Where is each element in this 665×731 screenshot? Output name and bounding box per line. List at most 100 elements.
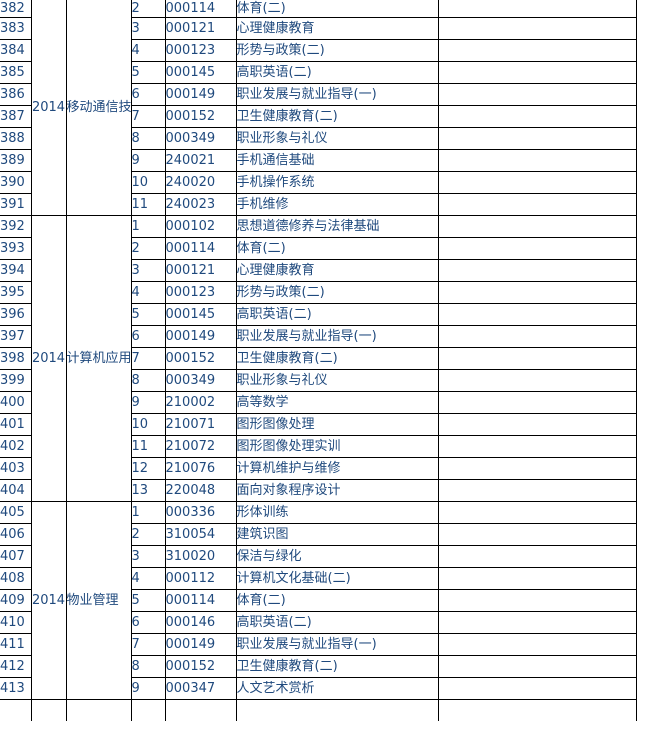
course-code-cell: 000149 (164, 324, 237, 348)
course-code-cell: 000347 (164, 676, 237, 700)
empty-cell (437, 434, 637, 458)
empty-cell (437, 390, 637, 414)
empty-cell (437, 478, 637, 502)
row-number-cell: 386 (0, 82, 32, 106)
year-cell: 2014 (30, 0, 67, 216)
seq-cell: 6 (130, 82, 166, 106)
empty-cell (437, 170, 637, 194)
empty-cell (437, 126, 637, 150)
row-number-cell: 391 (0, 192, 32, 216)
seq-cell: 9 (130, 676, 166, 700)
course-name-cell: 图形图像处理实训 (235, 434, 439, 458)
row-number-cell: 413 (0, 676, 32, 700)
seq-cell: 5 (130, 302, 166, 326)
empty-cell (437, 588, 637, 612)
course-code-cell: 220048 (164, 478, 237, 502)
course-code-cell: 000152 (164, 654, 237, 678)
row-number-cell: 387 (0, 104, 32, 128)
seq-cell: 7 (130, 346, 166, 370)
table-body: 3822014移动通信技术3+22000114体育(二)3833000121心理… (0, 0, 637, 721)
course-code-cell: 000336 (164, 500, 237, 524)
partial-row-cell (30, 698, 67, 721)
empty-cell (437, 544, 637, 568)
row-number-cell: 392 (0, 214, 32, 238)
course-code-cell: 000145 (164, 60, 237, 84)
row-number-cell: 383 (0, 16, 32, 40)
empty-cell (437, 412, 637, 436)
course-code-cell: 240020 (164, 170, 237, 194)
course-code-cell: 210071 (164, 412, 237, 436)
seq-cell: 4 (130, 566, 166, 590)
course-code-cell: 000149 (164, 82, 237, 106)
row-number-cell: 384 (0, 38, 32, 62)
program-cell: 计算机应用技术3+2 (65, 214, 132, 502)
course-name-cell: 面向对象程序设计 (235, 478, 439, 502)
table-row: 398 7 000152 卫生健康教育(二) (0, 346, 637, 370)
empty-cell (437, 676, 637, 700)
course-name-cell: 职业发展与就业指导(一) (235, 632, 439, 656)
course-schedule-table: 3822014移动通信技术3+22000114体育(二)3833000121心理… (0, 0, 637, 721)
course-code-cell: 000121 (164, 16, 237, 40)
course-name-cell: 职业形象与礼仪 (235, 126, 439, 150)
empty-cell (437, 16, 637, 40)
seq-cell: 8 (130, 654, 166, 678)
row-number-cell: 396 (0, 302, 32, 326)
row-number-cell: 395 (0, 280, 32, 304)
empty-cell (437, 654, 637, 678)
partial-row-cell (65, 698, 132, 721)
partial-row-cell (130, 698, 166, 721)
table-row: 404 13 220048 面向对象程序设计 (0, 478, 637, 502)
seq-cell: 11 (130, 192, 166, 216)
course-code-cell: 000152 (164, 346, 237, 370)
seq-cell: 11 (130, 434, 166, 458)
course-code-cell: 000114 (164, 0, 237, 18)
seq-cell: 4 (130, 280, 166, 304)
seq-cell: 10 (130, 170, 166, 194)
course-code-cell: 000121 (164, 258, 237, 282)
seq-cell: 2 (130, 0, 166, 18)
seq-cell: 5 (130, 60, 166, 84)
empty-cell (437, 522, 637, 546)
course-code-cell: 000349 (164, 368, 237, 392)
course-code-cell: 310054 (164, 522, 237, 546)
program-cell: 移动通信技术3+2 (65, 0, 132, 216)
course-name-cell: 职业发展与就业指导(一) (235, 324, 439, 348)
seq-cell: 2 (130, 522, 166, 546)
partial-row-cell (164, 698, 237, 721)
seq-cell: 1 (130, 214, 166, 238)
empty-cell (437, 324, 637, 348)
course-name-cell: 职业形象与礼仪 (235, 368, 439, 392)
course-code-cell: 240021 (164, 148, 237, 172)
seq-cell: 3 (130, 258, 166, 282)
course-code-cell: 240023 (164, 192, 237, 216)
row-number-cell: 399 (0, 368, 32, 392)
seq-cell: 8 (130, 126, 166, 150)
course-name-cell: 高职英语(二) (235, 302, 439, 326)
seq-cell: 9 (130, 390, 166, 414)
row-number-cell: 403 (0, 456, 32, 480)
empty-cell (437, 148, 637, 172)
course-name-cell: 建筑识图 (235, 522, 439, 546)
empty-cell (437, 60, 637, 84)
row-number-cell: 402 (0, 434, 32, 458)
empty-cell (437, 214, 637, 238)
table-row: 408 4 000112 计算机文化基础(二) (0, 566, 637, 590)
row-number-cell: 405 (0, 500, 32, 524)
empty-cell (437, 302, 637, 326)
seq-cell: 3 (130, 544, 166, 568)
table-row: 397 6 000149 职业发展与就业指导(一) (0, 324, 637, 348)
table-row: 402 11 210072 图形图像处理实训 (0, 434, 637, 458)
course-code-cell: 000114 (164, 588, 237, 612)
empty-cell (437, 236, 637, 260)
course-name-cell: 手机通信基础 (235, 148, 439, 172)
table-row: 387 7 000152 卫生健康教育(二) (0, 104, 637, 128)
course-name-cell: 形体训练 (235, 500, 439, 524)
course-name-cell: 卫生健康教育(二) (235, 654, 439, 678)
row-number-cell: 412 (0, 654, 32, 678)
course-code-cell: 210002 (164, 390, 237, 414)
row-number-cell: 385 (0, 60, 32, 84)
row-number-cell: 409 (0, 588, 32, 612)
seq-cell: 6 (130, 610, 166, 634)
row-number-cell: 400 (0, 390, 32, 414)
